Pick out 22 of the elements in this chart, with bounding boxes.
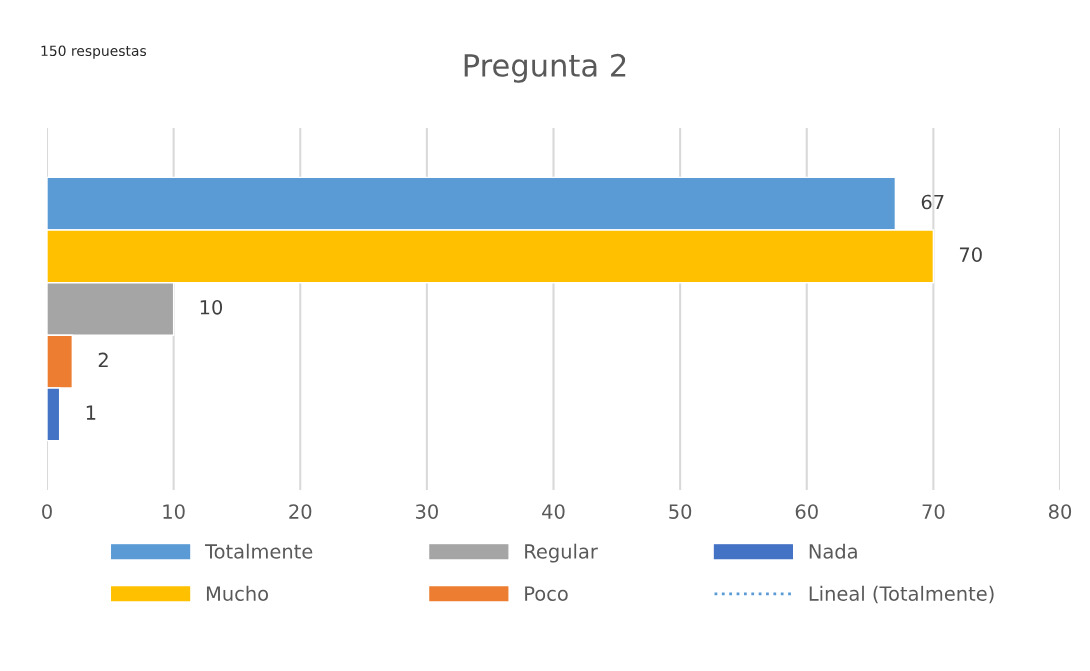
legend-label: Regular: [525, 543, 598, 563]
data-label: 70: [959, 247, 982, 263]
x-tick-label: 80: [1048, 504, 1072, 519]
data-label: 1: [86, 405, 96, 420]
x-tick-label: 60: [795, 504, 818, 519]
data-label: 67: [921, 194, 944, 210]
x-tick-label: 40: [542, 504, 565, 519]
x-tick-label: 20: [289, 504, 312, 519]
text: 150 respuestas: [41, 45, 147, 59]
x-tick-label: 10: [163, 504, 185, 519]
data-label: 10: [200, 299, 223, 315]
x-tick-label: 70: [922, 504, 945, 519]
x-tick-label: 0: [42, 504, 52, 519]
chart-title: Pregunta 2: [464, 53, 626, 83]
legend-label: Lineal (Totalmente): [809, 585, 994, 604]
data-label: 2: [98, 352, 108, 367]
legend-label: Nada: [809, 543, 857, 559]
legend-label: Mucho: [206, 585, 269, 601]
x-tick-label: 50: [669, 504, 692, 519]
legend-label: Poco: [525, 586, 568, 601]
legend-label: Totalmente: [205, 543, 313, 559]
x-tick-label: 30: [415, 504, 438, 519]
